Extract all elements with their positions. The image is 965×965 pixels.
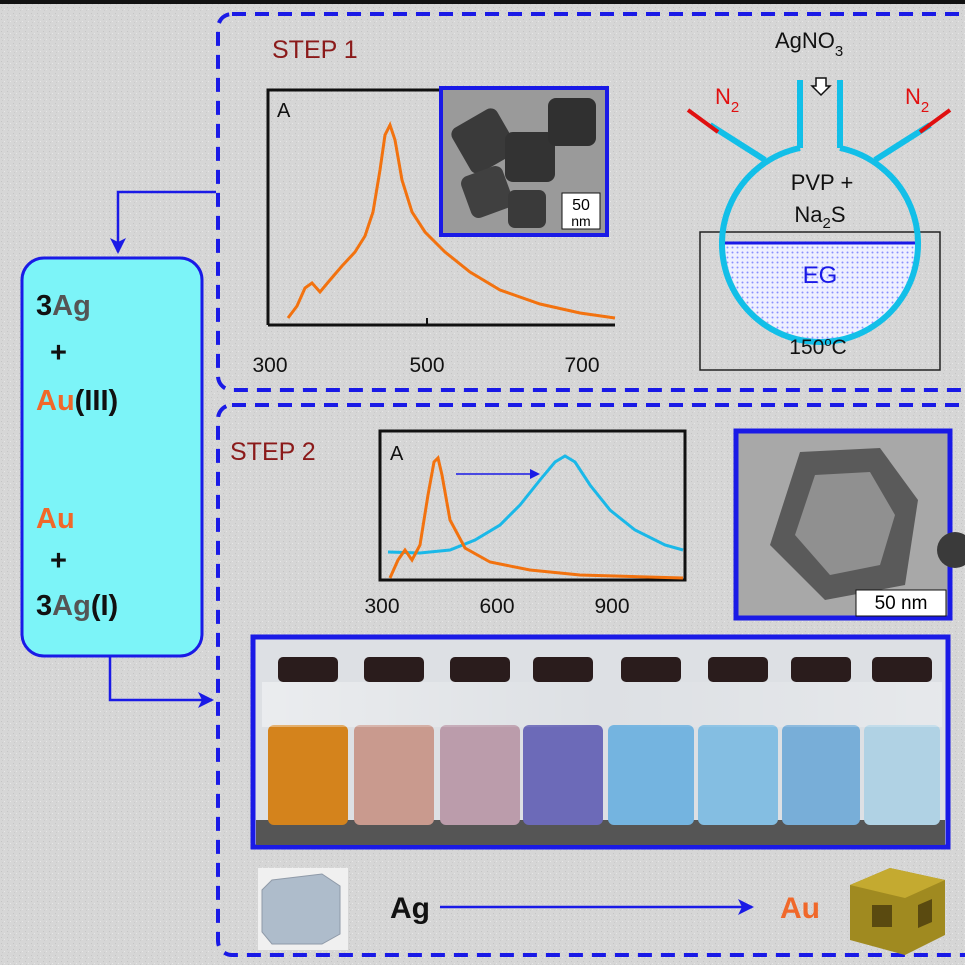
silver-cube — [258, 868, 348, 950]
vial — [440, 725, 520, 825]
stopper — [621, 657, 681, 682]
stopper — [872, 657, 932, 682]
subscript: 2 — [731, 99, 739, 116]
scale-unit: nm — [571, 213, 590, 229]
x-tick-label: 900 — [594, 595, 629, 618]
oxidation-state: (III) — [75, 385, 119, 417]
coefficient: 3 — [36, 290, 52, 322]
x-tick-label: 300 — [252, 354, 287, 377]
vial — [698, 725, 778, 825]
species: Au — [36, 503, 75, 535]
end-material: Au — [780, 892, 820, 925]
vial — [268, 725, 348, 825]
subscript: 2 — [823, 215, 831, 232]
plus: + — [50, 545, 67, 577]
axis-label: A — [390, 443, 404, 465]
stopper — [364, 657, 424, 682]
solvent: EG — [803, 262, 838, 289]
x-tick-label: 300 — [364, 595, 399, 618]
top-edge — [0, 0, 965, 4]
particle — [505, 132, 555, 182]
stopper — [708, 657, 768, 682]
formula: S — [831, 202, 846, 227]
scale-value: 50 — [572, 197, 590, 214]
subscript: 3 — [835, 43, 843, 60]
stopper — [450, 657, 510, 682]
vial — [354, 725, 434, 825]
degree: o — [824, 334, 831, 349]
coefficient: 3 — [36, 590, 52, 622]
stopper — [533, 657, 593, 682]
vial — [864, 725, 940, 825]
plus: + — [50, 337, 67, 369]
gold-cage — [850, 868, 945, 955]
vial — [782, 725, 860, 825]
x-tick-label: 600 — [479, 595, 514, 618]
cube — [262, 874, 340, 944]
stopper — [278, 657, 338, 682]
reaction-line: Au(III) — [36, 385, 118, 417]
species: Au — [36, 385, 75, 417]
formula: Na — [794, 202, 823, 227]
temperature: 150oC — [789, 334, 846, 359]
unit: C — [832, 336, 847, 359]
particle — [508, 190, 546, 228]
species: Ag — [52, 590, 91, 622]
reaction-line: 3Ag(I) — [36, 590, 118, 622]
subscript: 2 — [921, 99, 929, 116]
figure: 3Ag + Au(III) Au + 3Ag(I) STEP 1 A 300 5… — [0, 0, 965, 965]
formula: N — [715, 84, 731, 109]
page: {"step1": {"label": "STEP 1", "spectrum"… — [0, 0, 965, 965]
reaction-line: 3Ag — [36, 290, 91, 322]
formula: AgNO — [775, 28, 835, 53]
tem-image-cage: 50 nm — [736, 431, 965, 618]
step-label: STEP 1 — [272, 36, 358, 64]
stopper — [791, 657, 851, 682]
vial — [523, 725, 603, 825]
scale-label: 50 nm — [875, 593, 928, 614]
vial — [608, 725, 694, 825]
value: 150 — [789, 336, 824, 359]
axis-label: A — [277, 100, 291, 122]
start-material: Ag — [390, 892, 430, 925]
tem-image-cubes: 50 nm — [441, 88, 607, 235]
particle — [548, 98, 596, 146]
vial-necks — [262, 682, 942, 727]
x-tick-label: 700 — [564, 354, 599, 377]
x-tick-label: 500 — [409, 354, 444, 377]
species: Ag — [52, 290, 91, 322]
vials-photo — [253, 637, 948, 847]
cage-window — [872, 905, 892, 927]
formula: N — [905, 84, 921, 109]
reagent: PVP + — [791, 170, 854, 195]
oxidation-state: (I) — [91, 590, 118, 622]
step-label: STEP 2 — [230, 438, 316, 466]
